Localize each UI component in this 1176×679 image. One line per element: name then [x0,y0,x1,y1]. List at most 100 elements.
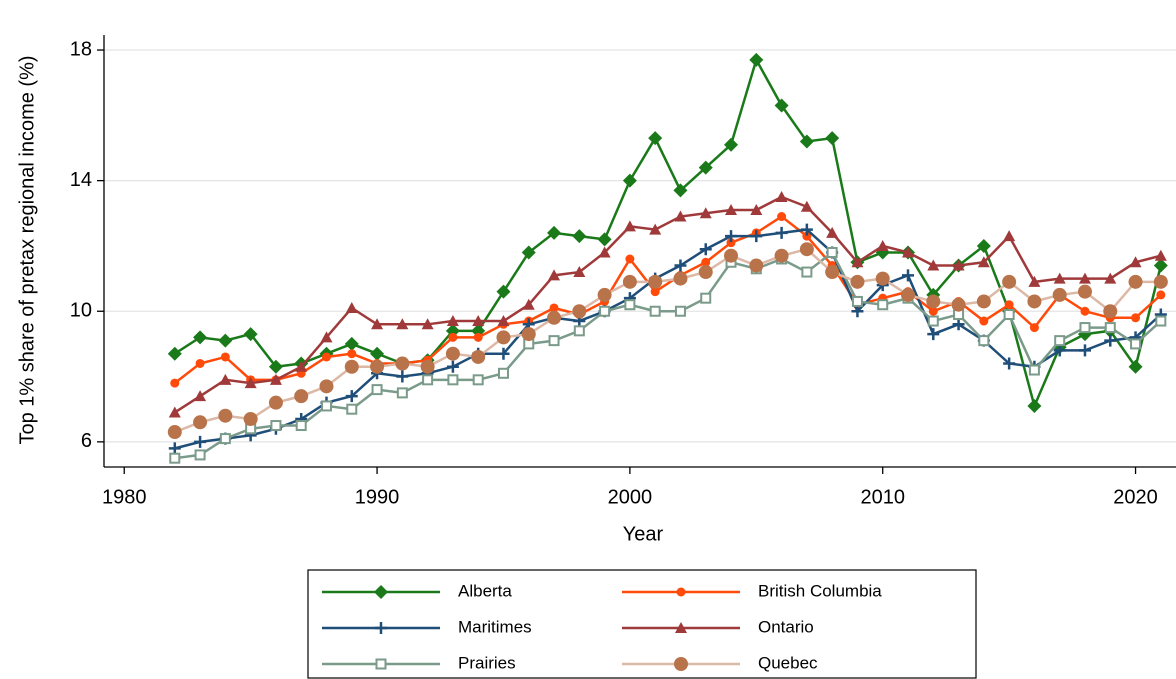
marker [497,367,509,379]
marker [1003,230,1016,242]
marker [548,269,561,281]
marker [826,226,839,238]
marker [926,294,941,309]
marker [1130,338,1142,350]
marker [194,449,206,461]
marker [1003,309,1015,321]
marker [1028,364,1040,376]
marker [877,299,889,311]
marker [726,238,736,248]
marker [800,223,813,236]
marker [573,325,585,337]
x-tick-label: 2010 [860,486,905,508]
marker [800,200,813,212]
marker [1080,306,1090,316]
marker [749,258,764,273]
marker [674,210,687,222]
marker [371,384,383,396]
legend-marker [375,622,387,634]
marker [673,183,688,198]
marker [446,360,459,373]
marker [1002,274,1017,289]
marker [1029,323,1039,333]
marker [976,294,991,309]
series-line [174,195,1162,414]
marker [473,332,483,342]
marker [371,318,384,330]
marker [421,318,434,330]
marker [674,305,686,317]
marker [497,315,510,327]
marker [448,332,458,342]
marker [774,98,789,113]
marker [346,403,358,415]
marker [1027,398,1042,413]
marker [625,254,635,264]
marker [1104,334,1117,347]
marker [1154,249,1167,261]
marker [295,420,307,432]
marker [219,433,231,445]
marker [1131,313,1141,323]
marker [521,245,536,260]
marker [548,335,560,347]
series-line [174,247,1161,434]
marker [927,315,939,327]
marker [774,248,789,263]
marker [649,223,662,235]
marker [572,304,587,319]
marker [244,377,257,389]
marker [194,390,207,402]
marker [750,230,763,243]
marker [170,378,180,388]
y-tick-label: 18 [70,38,92,60]
marker [597,287,612,302]
marker [521,327,536,342]
marker [294,389,309,404]
series-line [174,56,1163,410]
marker [799,134,814,149]
marker [649,305,661,317]
series-line [174,250,1162,460]
marker [648,274,663,289]
marker [698,160,713,175]
marker [673,271,688,286]
marker [320,331,333,343]
marker [446,315,459,327]
marker [1078,272,1091,284]
y-tick-label: 14 [70,169,92,191]
marker [447,374,459,386]
marker [1128,274,1143,289]
marker [547,225,562,240]
marker [952,259,965,271]
marker [396,318,409,330]
marker [851,295,863,307]
marker [319,379,334,394]
marker [750,204,763,216]
legend-marker [676,587,686,597]
marker [1155,315,1167,327]
marker [573,266,586,278]
legend-marker [674,657,688,671]
marker [269,373,282,385]
marker [978,335,990,347]
marker [344,336,359,351]
marker [1128,359,1143,374]
marker [724,248,739,263]
marker [396,370,409,383]
marker [749,52,764,67]
marker [471,349,486,364]
marker [725,204,738,216]
marker [549,303,559,313]
marker [979,316,989,326]
marker [927,259,940,271]
marker [775,190,788,202]
y-axis-title: Top 1% share of pretax regional income (… [16,55,38,444]
marker [370,346,385,361]
marker [496,330,511,345]
marker [976,238,991,253]
marker [370,359,385,374]
marker [1078,344,1091,357]
marker [725,230,738,243]
